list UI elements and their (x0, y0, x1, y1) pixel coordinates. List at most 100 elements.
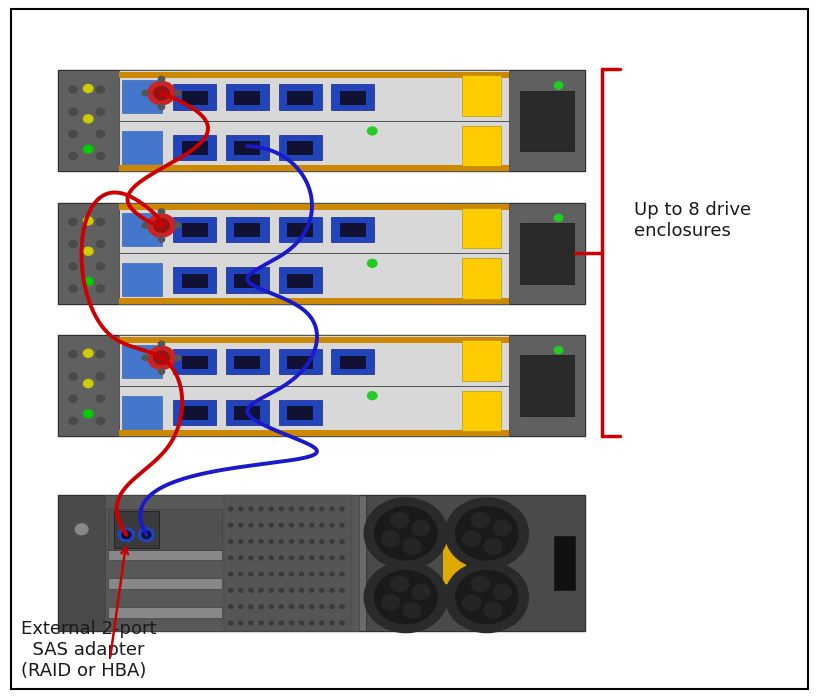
Circle shape (484, 602, 502, 618)
FancyBboxPatch shape (226, 400, 269, 425)
Circle shape (300, 572, 304, 576)
FancyBboxPatch shape (462, 258, 501, 299)
Circle shape (96, 218, 105, 225)
FancyBboxPatch shape (234, 355, 260, 369)
FancyBboxPatch shape (123, 80, 161, 113)
Circle shape (279, 540, 283, 543)
FancyBboxPatch shape (292, 611, 315, 621)
FancyBboxPatch shape (234, 223, 260, 237)
Circle shape (142, 91, 148, 96)
Circle shape (310, 524, 314, 527)
FancyBboxPatch shape (119, 121, 509, 172)
Circle shape (289, 540, 293, 543)
Circle shape (69, 262, 77, 270)
Circle shape (364, 498, 447, 569)
FancyBboxPatch shape (182, 355, 207, 369)
Circle shape (279, 507, 283, 511)
Circle shape (279, 605, 283, 609)
Circle shape (279, 556, 283, 560)
FancyBboxPatch shape (106, 496, 359, 631)
Circle shape (300, 588, 304, 592)
Circle shape (229, 572, 233, 576)
Circle shape (391, 512, 409, 528)
Text: Up to 8 drive
enclosures: Up to 8 drive enclosures (635, 201, 752, 239)
Circle shape (138, 528, 155, 542)
Circle shape (289, 588, 293, 592)
FancyBboxPatch shape (119, 253, 509, 304)
Circle shape (69, 373, 77, 380)
Circle shape (148, 214, 175, 237)
FancyBboxPatch shape (226, 349, 269, 374)
FancyBboxPatch shape (262, 611, 285, 621)
Circle shape (382, 595, 400, 610)
FancyBboxPatch shape (108, 521, 222, 532)
FancyBboxPatch shape (173, 135, 216, 161)
Circle shape (462, 595, 481, 610)
Circle shape (69, 285, 77, 292)
Circle shape (269, 507, 274, 511)
Circle shape (319, 605, 324, 609)
Circle shape (84, 217, 93, 225)
Circle shape (310, 588, 314, 592)
FancyBboxPatch shape (340, 91, 365, 105)
FancyBboxPatch shape (173, 349, 216, 374)
FancyBboxPatch shape (278, 217, 322, 242)
Circle shape (300, 556, 304, 560)
Circle shape (279, 588, 283, 592)
Circle shape (289, 572, 293, 576)
FancyBboxPatch shape (119, 335, 509, 385)
FancyBboxPatch shape (58, 496, 106, 631)
Circle shape (319, 588, 324, 592)
Circle shape (122, 531, 131, 539)
Circle shape (259, 588, 263, 592)
Circle shape (229, 588, 233, 592)
FancyBboxPatch shape (520, 355, 574, 416)
FancyBboxPatch shape (182, 91, 207, 105)
FancyBboxPatch shape (173, 217, 216, 242)
FancyBboxPatch shape (226, 267, 269, 292)
Circle shape (269, 524, 274, 527)
FancyBboxPatch shape (287, 406, 313, 420)
Circle shape (154, 87, 170, 100)
Circle shape (330, 524, 334, 527)
Circle shape (259, 605, 263, 609)
Circle shape (249, 507, 253, 511)
Text: External 2-port
  SAS adapter
(RAID or HBA): External 2-port SAS adapter (RAID or HBA… (21, 620, 156, 680)
FancyBboxPatch shape (119, 165, 509, 172)
Circle shape (84, 84, 93, 93)
FancyBboxPatch shape (114, 511, 159, 548)
Circle shape (96, 241, 105, 248)
Circle shape (382, 531, 400, 547)
Circle shape (269, 621, 274, 625)
FancyBboxPatch shape (58, 496, 586, 631)
Circle shape (259, 621, 263, 625)
FancyBboxPatch shape (182, 406, 207, 420)
FancyBboxPatch shape (11, 9, 808, 689)
Circle shape (340, 507, 344, 511)
Circle shape (69, 153, 77, 160)
Circle shape (84, 349, 93, 357)
Circle shape (289, 621, 293, 625)
Circle shape (330, 556, 334, 560)
FancyBboxPatch shape (234, 406, 260, 420)
Circle shape (554, 214, 563, 221)
Circle shape (69, 108, 77, 115)
Circle shape (75, 524, 88, 535)
Circle shape (289, 507, 293, 511)
FancyBboxPatch shape (287, 355, 313, 369)
Circle shape (364, 562, 447, 632)
Circle shape (340, 605, 344, 609)
Circle shape (259, 507, 263, 511)
FancyBboxPatch shape (443, 543, 482, 584)
Circle shape (310, 621, 314, 625)
Circle shape (96, 395, 105, 402)
Circle shape (493, 584, 511, 600)
Circle shape (259, 556, 263, 560)
FancyBboxPatch shape (108, 549, 222, 560)
FancyBboxPatch shape (123, 263, 161, 296)
Circle shape (148, 82, 175, 105)
FancyBboxPatch shape (226, 135, 269, 161)
FancyBboxPatch shape (119, 385, 509, 436)
FancyBboxPatch shape (462, 340, 501, 380)
Circle shape (69, 395, 77, 402)
